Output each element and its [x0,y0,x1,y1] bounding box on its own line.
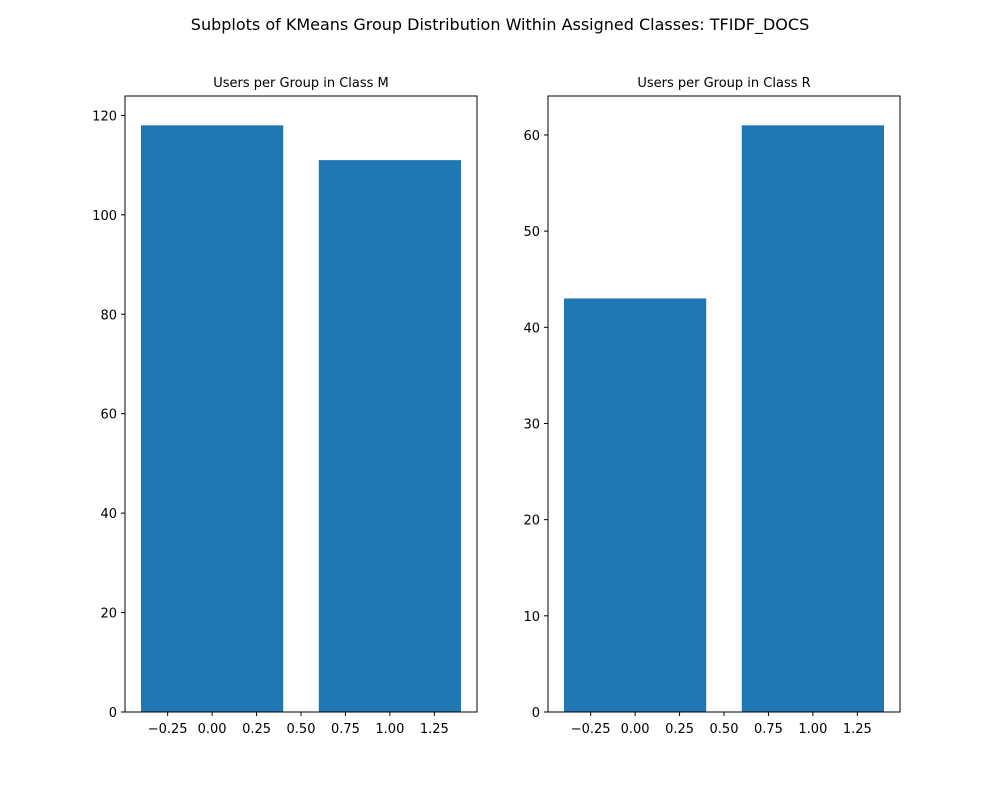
x-tick-label: 0.00 [198,722,227,737]
x-tick-label: −0.25 [148,722,188,737]
x-tick-label: 0.25 [242,722,271,737]
x-tick-label: 1.00 [798,722,827,737]
x-tick-label: 1.00 [375,722,404,737]
bar-0 [141,125,284,713]
x-tick-label: 1.25 [843,722,872,737]
y-tick-label: 40 [523,321,540,336]
figure-title: Subplots of KMeans Group Distribution Wi… [191,15,809,35]
x-tick-label: 0.50 [710,722,739,737]
subplot-class-r: Users per Group in Class R −0.25 0.00 0.25 0… [523,76,901,737]
y-tick-label: 60 [100,408,117,423]
subplot-title: Users per Group in Class M [213,76,389,91]
bar-0 [564,298,707,712]
subplot-class-m: Users per Group in Class M −0.25 0.00 0.25 0… [92,76,478,737]
subplot-title: Users per Group in Class R [637,76,810,91]
x-tick-label: 1.25 [420,722,449,737]
y-tick-label: 20 [523,514,540,529]
y-tick-label: 50 [523,225,540,240]
y-tick-label: 80 [100,308,117,323]
y-tick-label: 0 [532,706,540,721]
y-tick-label: 20 [100,607,117,622]
bar-1 [318,160,461,712]
y-tick-label: 40 [100,507,117,522]
x-tick-label: 0.75 [331,722,360,737]
y-tick-label: 10 [523,610,540,625]
y-tick-label: 120 [92,109,117,124]
x-tick-label: 0.00 [621,722,650,737]
y-tick-label: 0 [109,706,117,721]
x-tick-label: −0.25 [571,722,611,737]
y-tick-label: 100 [92,209,117,224]
y-tick-label: 60 [523,129,540,144]
x-tick-label: 0.25 [665,722,694,737]
y-tick-label: 30 [523,417,540,432]
x-tick-label: 0.50 [287,722,316,737]
x-tick-label: 0.75 [754,722,783,737]
bar-1 [741,125,884,713]
